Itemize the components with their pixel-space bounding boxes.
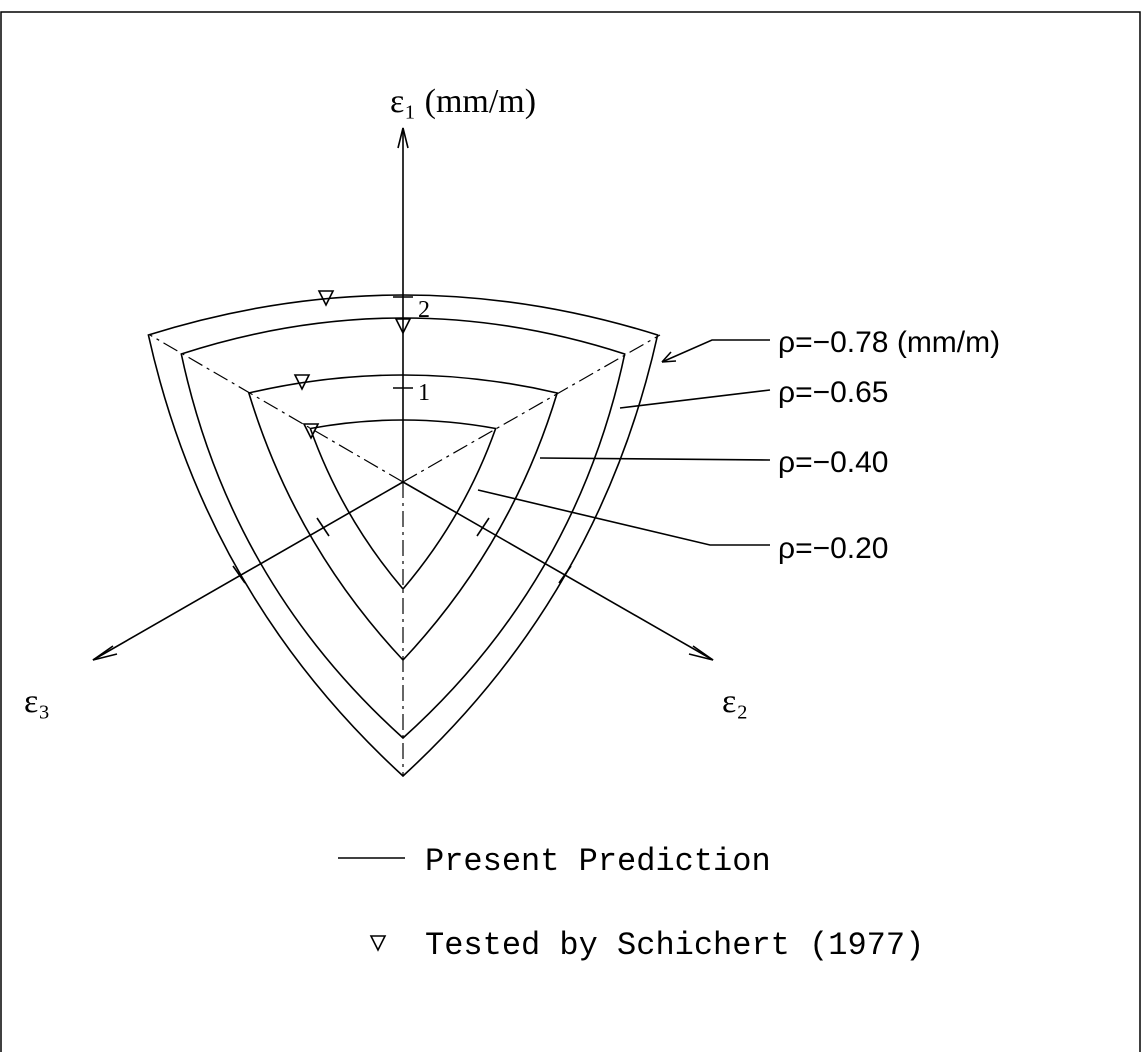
- test-marker: [317, 290, 335, 307]
- e2-label: ε₂: [722, 683, 748, 720]
- e2-axis: [402, 481, 714, 661]
- test-marker: [302, 423, 320, 440]
- arrow: [688, 645, 714, 661]
- tick-label: 1: [418, 380, 430, 406]
- test-marker: [293, 374, 311, 391]
- arrow: [661, 351, 677, 363]
- legend-text: Present Prediction: [425, 843, 771, 880]
- e3-axis: [92, 481, 404, 661]
- leader: [619, 389, 771, 409]
- legend-marker: [369, 935, 387, 952]
- dash-line: [149, 334, 404, 483]
- tick: [476, 517, 490, 537]
- curve: [147, 294, 659, 778]
- arrow: [397, 127, 409, 149]
- e1-label: ε₁ (mm/m): [390, 83, 536, 120]
- tick: [316, 517, 330, 537]
- curve-label: ρ=−0.78 (mm/m): [778, 326, 1000, 359]
- curve: [247, 374, 559, 662]
- curve-label: ρ=−0.40: [778, 446, 889, 479]
- e3-label: ε₃: [24, 683, 50, 720]
- curve: [180, 317, 626, 740]
- curve: [309, 419, 497, 591]
- plot: [92, 127, 771, 952]
- leader: [661, 339, 770, 363]
- curve-label: ρ=−0.65: [778, 376, 889, 409]
- leader: [539, 457, 771, 461]
- arrow: [92, 645, 118, 661]
- dash-line: [402, 334, 661, 483]
- legend-text: Tested by Schichert (1977): [425, 927, 924, 964]
- test-marker: [394, 318, 412, 335]
- tick-label: 2: [418, 297, 430, 323]
- curve-label: ρ=−0.20: [778, 532, 889, 565]
- leader: [477, 489, 770, 546]
- frame: [0, 11, 1141, 1052]
